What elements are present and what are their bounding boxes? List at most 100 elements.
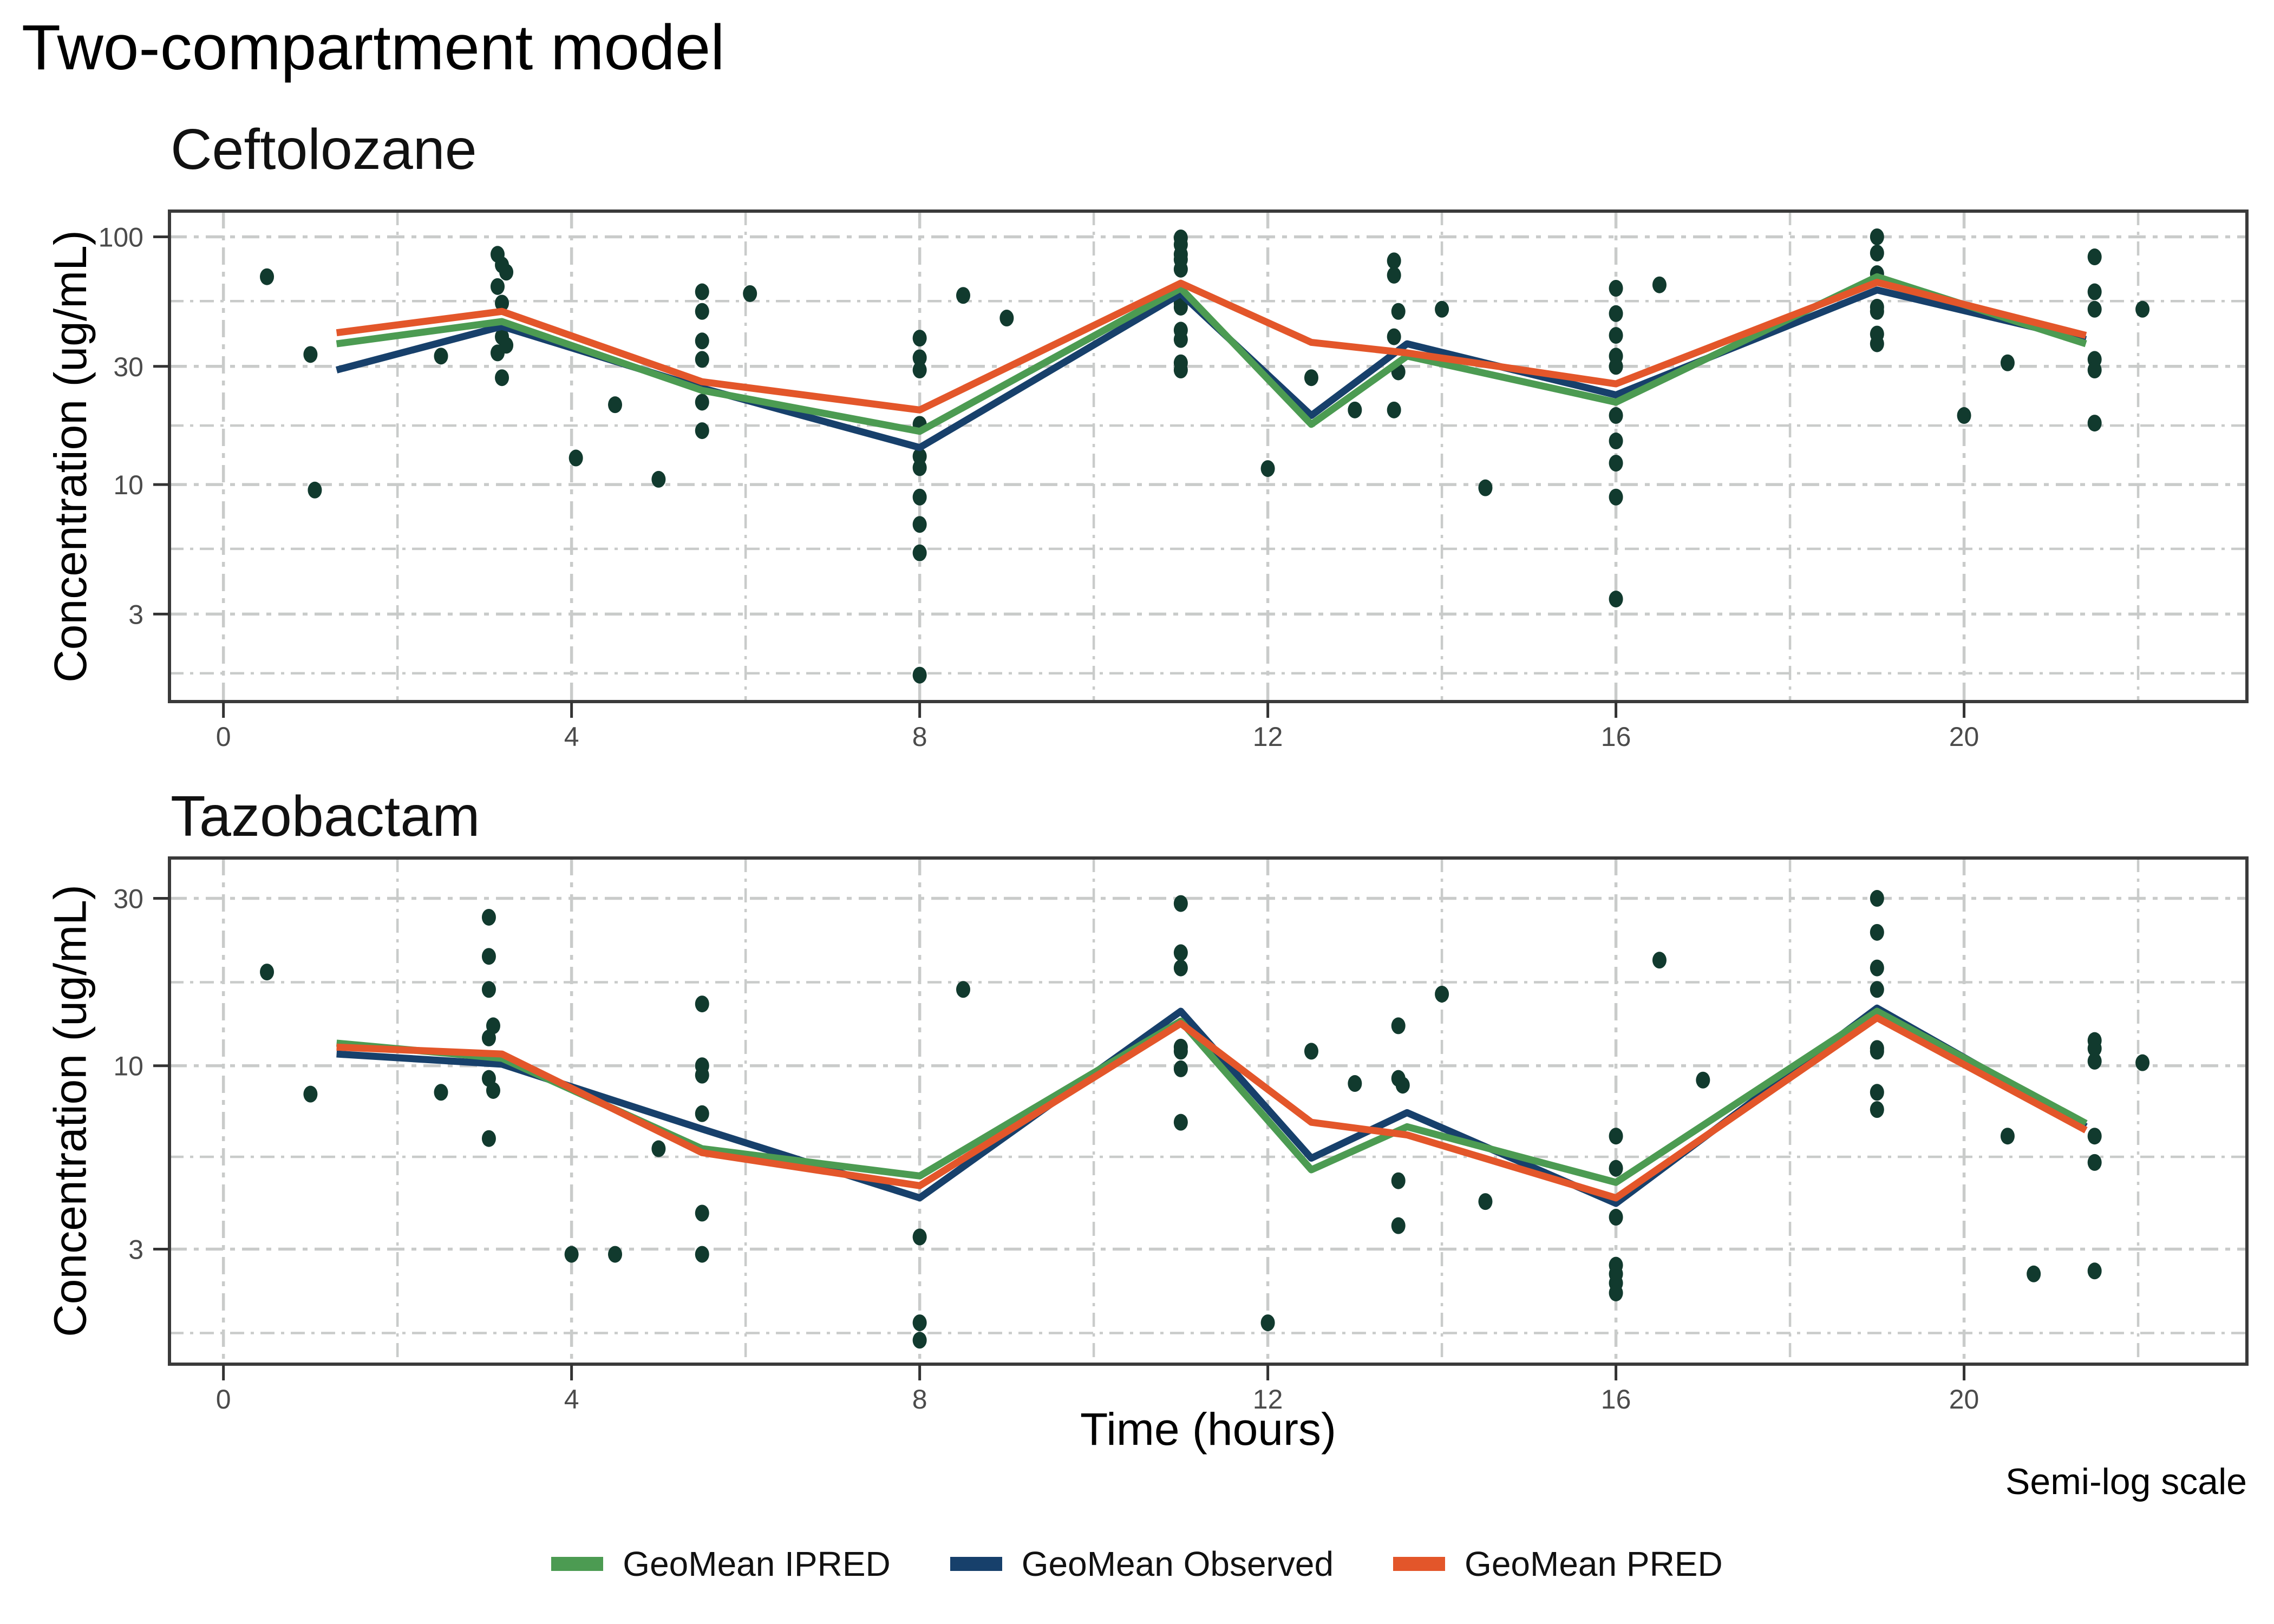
y-axis-title-top: Concentration (ug/mL) (45, 230, 96, 683)
observation-point (1870, 924, 1884, 941)
panel-title-tazobactam: Tazobactam (171, 784, 480, 848)
observation-point (1870, 244, 1884, 261)
observation-point (2027, 1265, 2041, 1282)
observation-point (481, 948, 496, 965)
observation-point (2135, 300, 2150, 318)
observation-point (1387, 252, 1401, 270)
legend-swatch-pred (1393, 1557, 1446, 1571)
observation-point (695, 283, 709, 300)
observation-point (651, 1140, 666, 1157)
observation-point (1173, 959, 1188, 977)
observation-point (1435, 300, 1449, 318)
observation-point (1957, 407, 1971, 424)
y-tick-label: 30 (113, 352, 143, 382)
major-gridlines (169, 211, 2247, 702)
observation-point (912, 488, 927, 506)
observation-point (481, 908, 496, 926)
y-tick-label: 10 (113, 470, 143, 500)
observation-point (2087, 415, 2102, 432)
observation-point (1609, 1209, 1623, 1226)
scatter-points (260, 228, 2150, 684)
observation-point (260, 268, 275, 285)
observation-point (1173, 895, 1188, 912)
observation-point (1609, 327, 1623, 344)
observation-point (2087, 283, 2102, 300)
observation-point (956, 287, 971, 304)
observation-point (1870, 1084, 1884, 1101)
observation-point (1478, 1193, 1493, 1210)
observation-point (2135, 1054, 2150, 1071)
legend-label-pred: GeoMean PRED (1465, 1544, 1723, 1583)
x-tick-label: 4 (564, 1384, 579, 1415)
observation-point (1387, 328, 1401, 345)
observation-point (1870, 303, 1884, 320)
y-tick-label: 30 (113, 884, 143, 914)
legend-item-ipred: GeoMean IPRED (551, 1544, 891, 1584)
observation-point (1870, 335, 1884, 352)
observation-point (2087, 300, 2102, 318)
observation-point (912, 349, 927, 366)
observation-point (1395, 1077, 1410, 1094)
x-tick-label: 12 (1253, 722, 1283, 752)
observation-point (1348, 401, 1362, 418)
observation-point (434, 348, 448, 365)
observation-point (2087, 361, 2102, 378)
observation-point (495, 369, 509, 387)
observation-point (1348, 1075, 1362, 1092)
x-tick-label: 20 (1949, 722, 1979, 752)
observation-point (695, 394, 709, 411)
legend-item-observed: GeoMean Observed (950, 1544, 1334, 1584)
observation-point (1260, 460, 1275, 477)
y-axis-title-bottom: Concentration (ug/mL) (44, 885, 96, 1337)
legend-label-ipred: GeoMean IPRED (623, 1544, 891, 1583)
observation-point (1173, 298, 1188, 316)
observation-point (1652, 952, 1667, 969)
observation-point (1478, 479, 1493, 496)
y-tick-label: 100 (99, 222, 143, 252)
observation-point (303, 346, 318, 363)
x-tick-label: 8 (912, 722, 927, 752)
x-tick-label: 20 (1949, 1384, 1979, 1415)
x-tick-label: 16 (1601, 1384, 1631, 1415)
observation-point (1609, 433, 1623, 450)
observation-point (1870, 1043, 1884, 1060)
observation-point (1609, 488, 1623, 506)
observation-point (1173, 361, 1188, 378)
caption-semilog: Semi-log scale (2005, 1461, 2247, 1502)
legend-swatch-observed (950, 1557, 1002, 1571)
panel-ceftolozane: 0 4 8 12 16 20 100 30 10 3 (99, 209, 2249, 752)
legend-label-observed: GeoMean Observed (1021, 1544, 1334, 1583)
observation-point (1609, 591, 1623, 608)
observation-point (912, 1228, 927, 1246)
observation-point (1391, 1217, 1406, 1234)
panel-border (168, 209, 2249, 703)
panel-title-ceftolozane: Ceftolozane (171, 117, 477, 181)
observation-point (1387, 266, 1401, 284)
observation-point (499, 264, 514, 281)
observation-point (608, 1246, 623, 1263)
observation-point (260, 964, 275, 981)
major-gridlines (169, 858, 2247, 1364)
observation-point (1609, 358, 1623, 375)
minor-gridlines (169, 211, 2247, 702)
panel-border (168, 856, 2249, 1366)
observation-point (695, 303, 709, 320)
line-geomean-ipred (336, 273, 2087, 435)
observation-point (1870, 981, 1884, 998)
observation-point (2087, 1262, 2102, 1280)
observation-point (1609, 1160, 1623, 1177)
observation-point (1609, 1128, 1623, 1145)
observation-point (2087, 1154, 2102, 1171)
observation-point (651, 470, 666, 488)
observation-point (2087, 1128, 2102, 1145)
legend: GeoMean IPRED GeoMean Observed GeoMean P… (0, 1544, 2274, 1584)
observation-point (695, 1066, 709, 1084)
observation-point (695, 1204, 709, 1222)
observation-point (1173, 1060, 1188, 1077)
observation-point (481, 1130, 496, 1147)
observation-point (1652, 276, 1667, 293)
observation-point (1391, 1172, 1406, 1189)
observation-point (486, 1082, 500, 1099)
line-geomean-pred (336, 279, 2087, 414)
